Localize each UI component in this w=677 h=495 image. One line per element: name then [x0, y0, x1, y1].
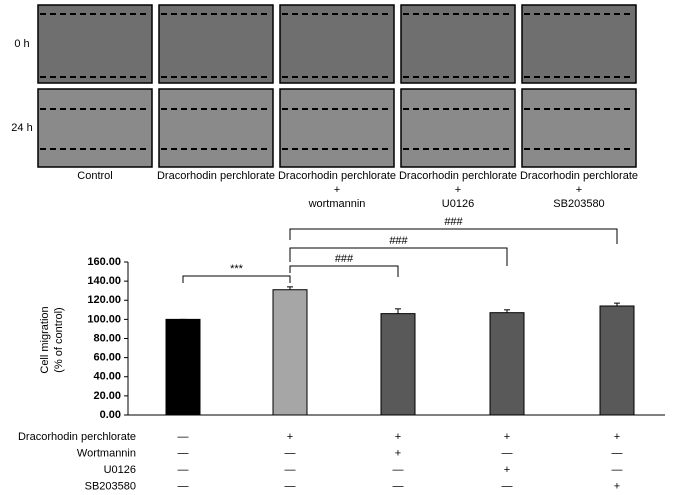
- y-tick-label: 80.00: [93, 332, 121, 344]
- significance-bracket: [289, 265, 399, 277]
- bar: [380, 313, 416, 416]
- significance-label: ###: [444, 216, 463, 228]
- treatment-sign: +: [287, 431, 293, 443]
- y-tick-label: 60.00: [93, 352, 121, 364]
- significance-label: ***: [230, 263, 244, 275]
- treatment-name: SB203580: [85, 480, 136, 492]
- significance-bracket: [182, 275, 291, 283]
- column-label: U0126: [442, 198, 474, 210]
- treatment-sign: +: [395, 431, 401, 443]
- bar: [599, 305, 635, 416]
- column-label: +: [334, 184, 340, 196]
- column-label: Control: [77, 170, 112, 182]
- micrograph: [37, 4, 153, 84]
- y-axis-label: (% of control): [53, 307, 65, 372]
- micrograph: [37, 88, 153, 168]
- row-label: 0 h: [14, 38, 29, 50]
- treatment-sign: +: [614, 431, 620, 443]
- column-label: +: [455, 184, 461, 196]
- treatment-name: U0126: [104, 464, 136, 476]
- treatment-sign: —: [178, 464, 189, 476]
- treatment-sign: —: [502, 447, 513, 459]
- treatment-name: Dracorhodin perchlorate: [18, 431, 136, 443]
- y-axis-label: Cell migration: [39, 306, 51, 373]
- column-label: Dracorhodin perchlorate: [520, 170, 638, 182]
- treatment-sign: —: [178, 447, 189, 459]
- y-tick-label: 40.00: [93, 371, 121, 383]
- treatment-sign: —: [178, 480, 189, 492]
- treatment-sign: +: [614, 480, 620, 492]
- treatment-sign: —: [285, 464, 296, 476]
- bar: [272, 289, 308, 416]
- micrograph: [279, 88, 395, 168]
- treatment-name: Wortmannin: [77, 447, 136, 459]
- bar: [165, 318, 201, 416]
- bar: [489, 312, 525, 416]
- treatment-sign: —: [612, 447, 623, 459]
- column-label: wortmannin: [308, 198, 366, 210]
- treatment-sign: —: [285, 480, 296, 492]
- micrograph: [521, 88, 637, 168]
- y-tick-label: 140.00: [87, 275, 121, 287]
- treatment-sign: —: [393, 464, 404, 476]
- y-tick-label: 20.00: [93, 390, 121, 402]
- micrograph: [158, 4, 274, 84]
- treatment-sign: —: [393, 480, 404, 492]
- column-label: SB203580: [553, 198, 604, 210]
- column-label: Dracorhodin perchlorate: [278, 170, 396, 182]
- micrograph: [400, 4, 516, 84]
- row-label: 24 h: [11, 122, 32, 134]
- micrograph: [279, 4, 395, 84]
- significance-bracket: [289, 228, 618, 244]
- y-tick-label: 160.00: [87, 256, 121, 268]
- column-label: Dracorhodin perchlorate: [157, 170, 275, 182]
- treatment-sign: —: [178, 431, 189, 443]
- y-tick-label: 100.00: [87, 313, 121, 325]
- micrograph: [400, 88, 516, 168]
- significance-label: ###: [389, 235, 408, 247]
- column-label: +: [576, 184, 582, 196]
- treatment-sign: +: [504, 431, 510, 443]
- significance-label: ###: [335, 253, 354, 265]
- treatment-sign: —: [612, 464, 623, 476]
- treatment-sign: —: [502, 480, 513, 492]
- column-label: Dracorhodin perchlorate: [399, 170, 517, 182]
- treatment-sign: +: [395, 447, 401, 459]
- treatment-sign: —: [285, 447, 296, 459]
- y-tick-label: 0.00: [100, 409, 121, 421]
- micrograph: [521, 4, 637, 84]
- micrograph: [158, 88, 274, 168]
- y-tick-label: 120.00: [87, 294, 121, 306]
- significance-bracket: [289, 247, 508, 266]
- treatment-sign: +: [504, 464, 510, 476]
